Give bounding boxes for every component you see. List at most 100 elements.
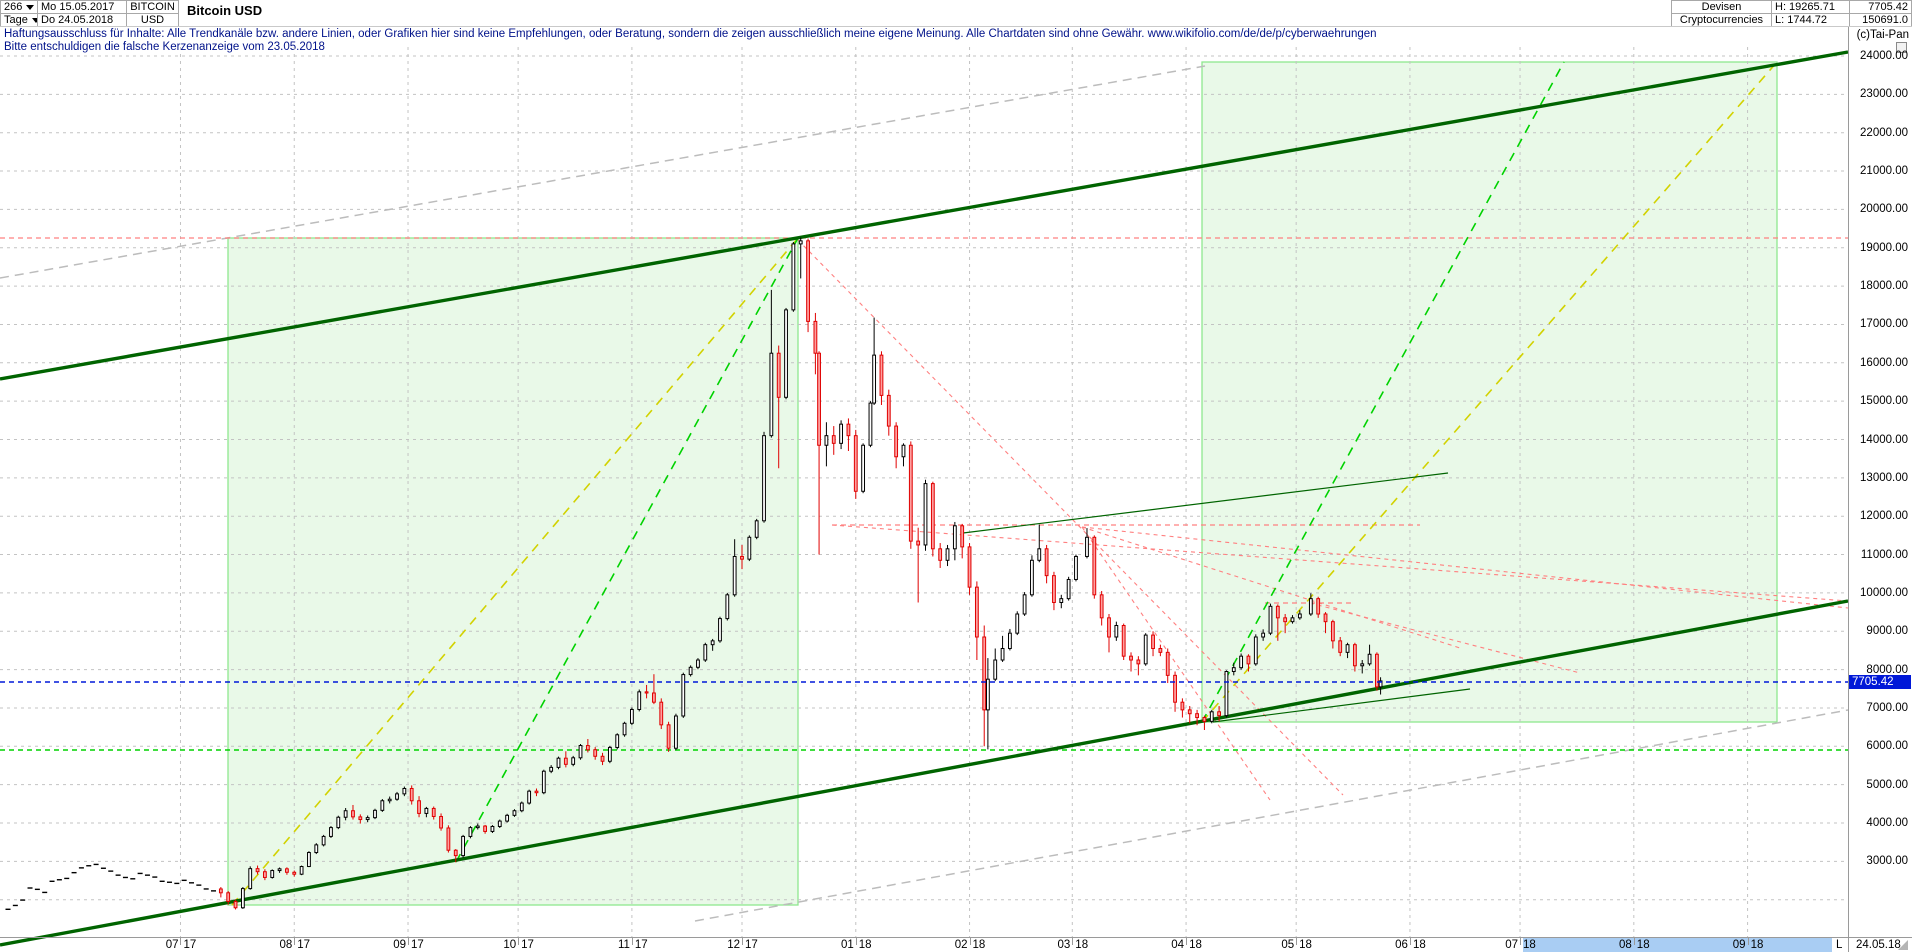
copyright-label: (c)Tai-Pan: [1856, 29, 1909, 41]
price-axis-label: 18000.00: [1860, 280, 1908, 293]
candle-down: [351, 810, 355, 818]
candle-down: [226, 892, 231, 902]
green-dashed-fanline: [1201, 61, 1565, 723]
candle-down: [853, 435, 858, 492]
candle-down: [1187, 709, 1192, 715]
candle-down: [652, 692, 656, 703]
candle-up: [519, 802, 524, 812]
category-crypto: Cryptocurrencies: [1679, 14, 1764, 26]
candle-up: [556, 757, 561, 768]
time-axis-label-year: 17: [183, 939, 197, 951]
candle-down: [1316, 598, 1321, 615]
candle-up: [343, 810, 348, 818]
time-axis-tick: [180, 938, 182, 945]
candle-up: [571, 757, 576, 765]
gray-dashed-trendline: [0, 65, 1206, 279]
candle-down: [1180, 701, 1185, 711]
candle-up: [1239, 655, 1244, 669]
time-axis-tick: [1520, 938, 1522, 945]
thin-green-trendline: [962, 472, 1449, 534]
candle-up: [527, 790, 532, 804]
window-widget-box[interactable]: [1896, 42, 1907, 53]
time-axis-label-year: 18: [1189, 939, 1202, 951]
candle-down: [563, 757, 568, 765]
yellow-dashed-fanline: [1201, 61, 1778, 723]
time-axis-label-month: 08: [279, 939, 293, 951]
thick-green-channel-line: [0, 50, 1849, 381]
period-dropdown[interactable]: Tage: [0, 13, 38, 27]
candle-up: [762, 435, 766, 522]
time-axis-tick: [742, 938, 743, 945]
candle-up: [307, 852, 311, 868]
candle-down: [740, 555, 744, 560]
candle-up: [1000, 648, 1005, 661]
time-axis-label-month: 12: [727, 939, 740, 951]
candle-down: [1275, 605, 1280, 619]
candle-down: [659, 701, 664, 726]
time-axis-tick: [969, 938, 971, 945]
candle-up: [798, 240, 803, 245]
candle-up: [696, 659, 700, 668]
candle-down: [263, 871, 267, 878]
time-axis-tick: [1186, 938, 1188, 945]
date-to-field[interactable]: Do 24.05.2018: [37, 13, 127, 27]
candle-down: [1283, 617, 1288, 623]
candle-down: [1107, 617, 1111, 638]
disclaimer-line-1: Haftungsausschluss für Inhalte: Alle Tre…: [4, 28, 1377, 40]
candle-up: [1209, 711, 1214, 722]
candle-down: [982, 636, 987, 711]
resize-grip-icon[interactable]: [1898, 940, 1908, 950]
low-cell: L: 1744.72: [1771, 13, 1850, 27]
candle-up: [1261, 632, 1266, 638]
candle-down: [1202, 717, 1207, 722]
candle-up: [497, 820, 502, 827]
candle-down: [439, 815, 443, 829]
candle-up: [1143, 634, 1148, 665]
candle-down: [1136, 659, 1141, 665]
last-price-value: 7705.42: [1868, 1, 1908, 13]
date-from-value: Mo 15.05.2017: [41, 1, 115, 13]
candle-up: [1290, 617, 1295, 623]
candle-down: [1246, 655, 1251, 665]
candle-up: [1085, 536, 1089, 557]
candle-down: [894, 425, 899, 458]
candle-down: [938, 548, 943, 561]
disclaimer-line-2: Bitte entschuldigen die falsche Kerzenan…: [4, 41, 325, 53]
time-axis-label-month: 05: [1281, 939, 1295, 951]
candle-up: [754, 520, 759, 538]
time-axis-highlight-band: [1523, 938, 1832, 952]
candle-down: [813, 320, 818, 354]
time-axis-label-year: 18: [1299, 939, 1312, 951]
candle-down: [974, 586, 979, 638]
candle-down: [967, 546, 972, 588]
candle-up: [1059, 598, 1064, 603]
candle-down: [930, 483, 935, 550]
candle-up: [615, 734, 620, 748]
red-dashed-fanline: [1309, 602, 1581, 674]
price-axis-label: 13000.00: [1860, 471, 1908, 484]
time-axis-label-year: 17: [745, 939, 758, 951]
price-axis-label: 17000.00: [1860, 318, 1908, 331]
candle-up: [952, 525, 957, 550]
price-axis-label: 14000.00: [1860, 433, 1908, 446]
time-axis-label-month: 08: [1619, 939, 1632, 951]
candle-up: [1308, 598, 1313, 615]
candle-down: [879, 354, 884, 396]
candle-down: [817, 352, 821, 446]
gray-dashed-trendline: [694, 709, 1849, 922]
bar-count-value: 266: [4, 1, 23, 13]
candle-up: [1345, 644, 1350, 653]
candle-down: [1129, 655, 1133, 661]
price-axis-label: 3000.00: [1866, 855, 1908, 868]
candle-up: [240, 888, 245, 909]
candle-down: [417, 800, 421, 814]
category-devisen: Devisen: [1701, 1, 1742, 13]
candle-up: [622, 722, 627, 736]
time-axis-label-year: 18: [1636, 939, 1650, 951]
candle-up: [1008, 632, 1012, 650]
candle-down: [358, 816, 363, 821]
chevron-down-icon: [31, 17, 37, 23]
candle-up: [1037, 548, 1042, 561]
